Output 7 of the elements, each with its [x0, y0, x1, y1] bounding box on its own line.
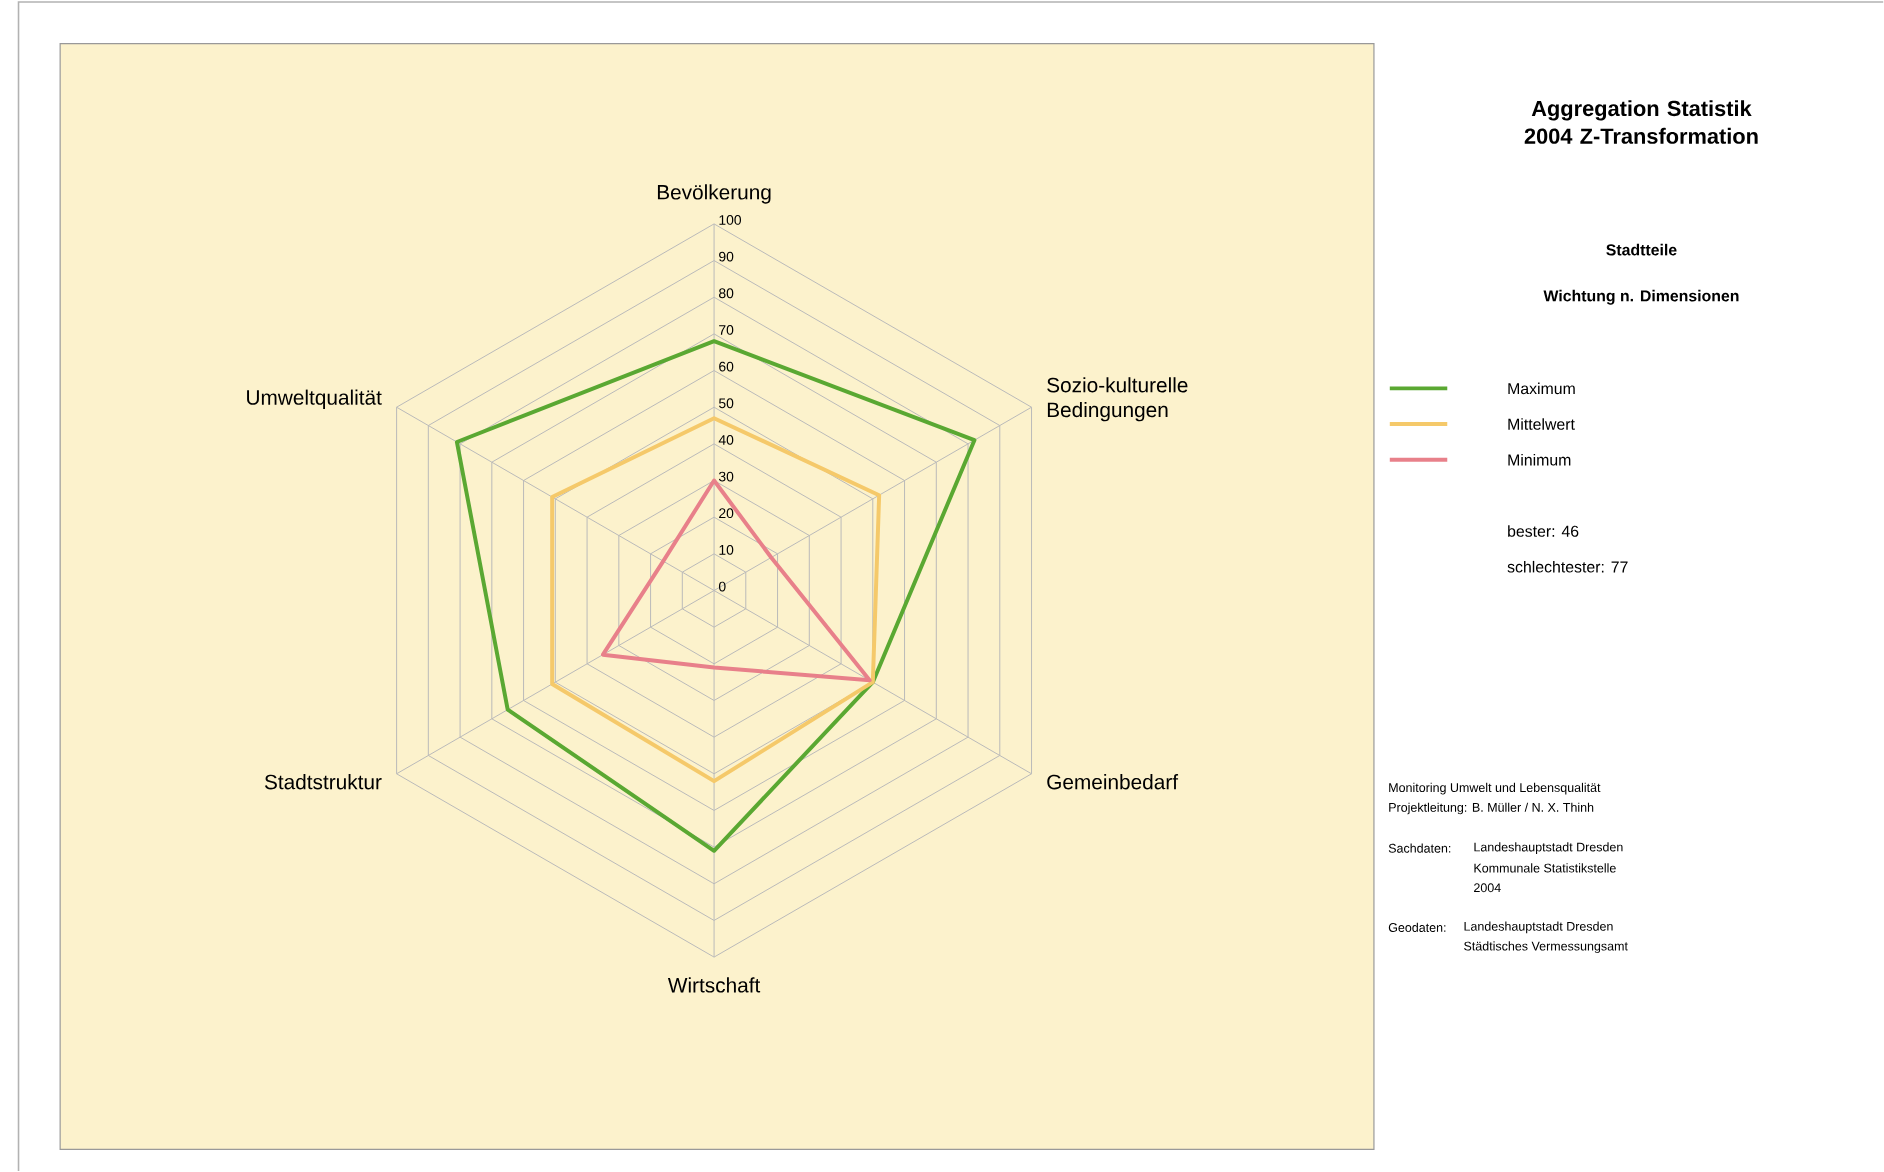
spoke-label: Bevölkerung: [657, 184, 771, 204]
spoke-label: Wirtschaft: [667, 977, 761, 993]
spoke-label: Umweltqualität: [247, 389, 382, 410]
spoke-label: Gemeinbedarf: [1047, 774, 1179, 790]
spoke-label: Stadtstruktur: [264, 774, 382, 790]
spoke-label: Sozio-kulturelle Bedingungen: [1047, 377, 1188, 422]
text: Aggregation Statistik 2004 Z-Transformation: [1524, 100, 1758, 144]
